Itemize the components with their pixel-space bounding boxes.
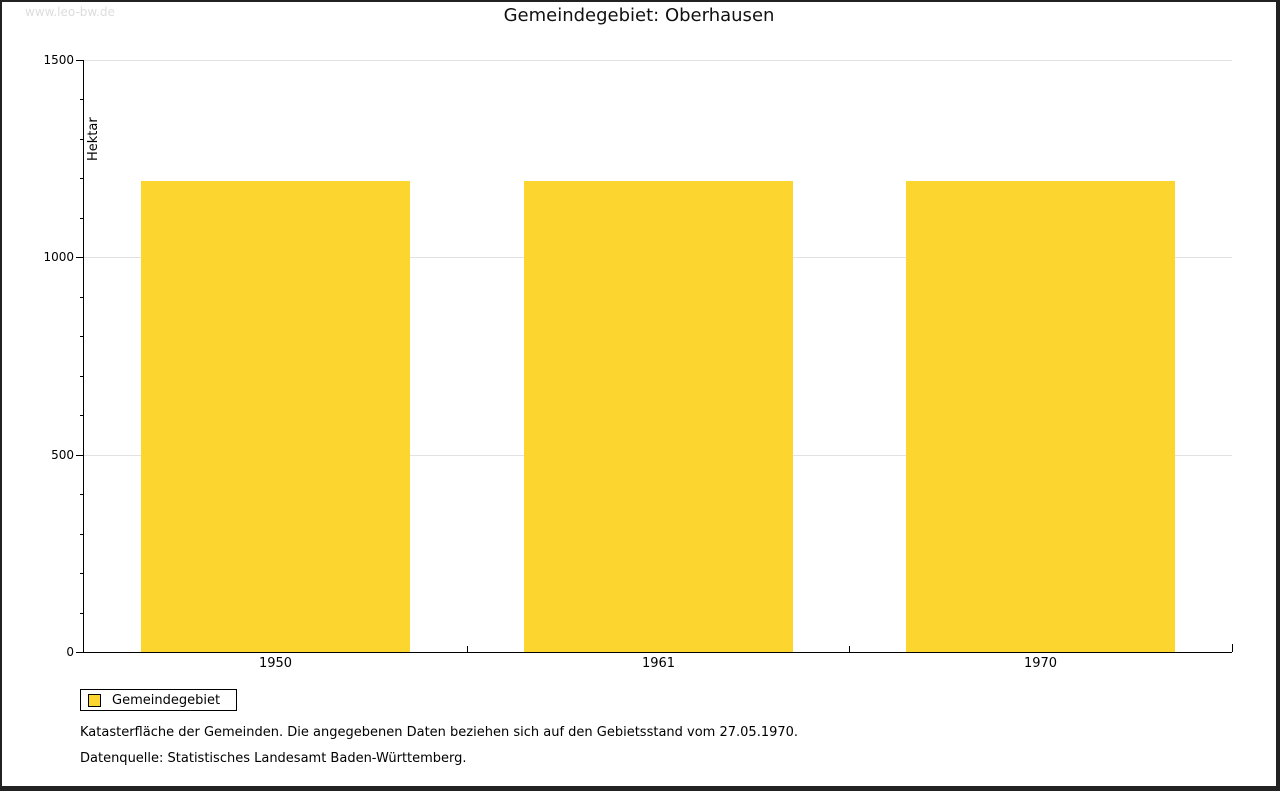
footnote-source-description: Katasterfläche der Gemeinden. Die angege… [80, 725, 799, 740]
y-tick-label-1000: 1000 [43, 250, 74, 264]
chart-title: Gemeindegebiet: Oberhausen [503, 5, 775, 26]
y-tick-minor-700 [80, 376, 84, 377]
footnote-data-source: Datenquelle: Statistisches Landesamt Bad… [80, 751, 467, 766]
y-axis-label: Hektar [86, 117, 101, 161]
y-tick-minor-200 [80, 573, 84, 574]
x-tick-label-1961: 1961 [641, 656, 676, 671]
y-tick-major-0 [76, 652, 84, 653]
y-tick-minor-900 [80, 297, 84, 298]
y-tick-major-1500 [76, 60, 84, 61]
legend-swatch-gemeindegebiet [88, 693, 101, 707]
x-axis-end-tick [1232, 644, 1233, 652]
y-tick-minor-1300 [80, 139, 84, 140]
gridline-1500 [84, 60, 1232, 61]
y-tick-minor-1200 [80, 178, 84, 179]
y-tick-label-1500: 1500 [43, 53, 74, 67]
bar-1950 [141, 181, 410, 652]
y-tick-minor-1400 [80, 99, 84, 100]
bar-1961 [524, 181, 793, 652]
y-tick-label-500: 500 [51, 448, 74, 462]
y-tick-minor-400 [80, 494, 84, 495]
x-category-divider-tick-1 [467, 646, 468, 652]
y-tick-minor-600 [80, 415, 84, 416]
y-tick-label-0: 0 [66, 645, 74, 659]
bar-1970 [906, 181, 1175, 652]
x-tick-label-1970: 1970 [1023, 656, 1058, 671]
x-category-divider-tick-2 [849, 646, 850, 652]
y-tick-minor-800 [80, 336, 84, 337]
x-tick-label-1950: 1950 [258, 656, 293, 671]
legend-label: Gemeindegebiet [112, 692, 221, 708]
y-tick-major-500 [76, 455, 84, 456]
y-tick-major-1000 [76, 257, 84, 258]
plot-area: Hektar 0 500 1000 1500 1950 1961 1970 [43, 53, 1233, 671]
y-tick-minor-300 [80, 534, 84, 535]
legend: Gemeindegebiet [80, 689, 238, 711]
y-tick-minor-1100 [80, 218, 84, 219]
watermark: www.leo-bw.de [25, 5, 115, 19]
y-tick-minor-100 [80, 613, 84, 614]
